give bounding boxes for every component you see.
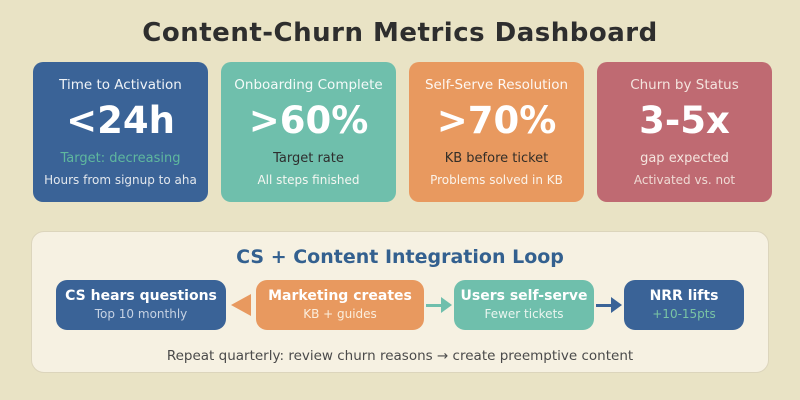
arrow-stem (596, 303, 611, 307)
arrow-head (611, 297, 622, 313)
metric-value: >70% (436, 99, 557, 142)
flow-step-users-self-serve: Users self-serve Fewer tickets (454, 280, 594, 330)
metric-target: gap expected (640, 150, 729, 166)
metric-title: Onboarding Complete (234, 77, 383, 93)
arrow-right-icon (594, 280, 624, 330)
flow-step-title: Marketing creates (268, 288, 412, 304)
arrow-left-triangle (231, 294, 251, 316)
metric-value: 3-5x (639, 99, 730, 142)
arrow-right-icon (424, 280, 454, 330)
arrow-stem (426, 303, 441, 307)
arrow-right-teal (426, 297, 452, 313)
page-title: Content-Churn Metrics Dashboard (142, 18, 658, 48)
metric-card-churn-by-status: Churn by Status 3-5x gap expected Activa… (597, 62, 772, 202)
flow-step-title: CS hears questions (65, 288, 217, 304)
flow-step-subtitle: +10-15pts (652, 307, 716, 321)
loop-note: Repeat quarterly: review churn reasons →… (166, 348, 634, 364)
metric-target: Target rate (273, 150, 344, 166)
metric-target: Target: decreasing (60, 150, 181, 166)
metric-description: Activated vs. not (633, 172, 736, 187)
flow-step-title: Users self-serve (460, 288, 588, 304)
arrow-right-blue (596, 297, 622, 313)
metric-description: Problems solved in KB (430, 172, 563, 187)
flow-row: CS hears questions Top 10 monthly Market… (32, 280, 768, 330)
metric-target: KB before ticket (444, 150, 549, 166)
flow-step-cs-hears-questions: CS hears questions Top 10 monthly (56, 280, 226, 330)
flow-step-marketing-creates: Marketing creates KB + guides (256, 280, 424, 330)
arrow-left-icon (226, 280, 256, 330)
metric-card-onboarding-complete: Onboarding Complete >60% Target rate All… (221, 62, 396, 202)
metric-value: <24h (66, 99, 175, 142)
metric-title: Self-Serve Resolution (424, 77, 569, 93)
flow-step-subtitle: KB + guides (303, 307, 377, 321)
loop-title: CS + Content Integration Loop (236, 246, 564, 268)
metric-title: Churn by Status (630, 77, 739, 93)
metric-card-time-to-activation: Time to Activation <24h Target: decreasi… (33, 62, 208, 202)
metric-value: >60% (248, 99, 369, 142)
flow-step-subtitle: Top 10 monthly (94, 307, 188, 321)
metric-description: All steps finished (257, 172, 360, 187)
flow-step-subtitle: Fewer tickets (484, 307, 564, 321)
metric-title: Time to Activation (59, 77, 182, 93)
flow-step-title: NRR lifts (649, 288, 719, 304)
arrow-head (441, 297, 452, 313)
metric-cards-row: Time to Activation <24h Target: decreasi… (33, 62, 773, 202)
metric-card-self-serve-resolution: Self-Serve Resolution >70% KB before tic… (409, 62, 584, 202)
flow-step-nrr-lifts: NRR lifts +10-15pts (624, 280, 744, 330)
metric-description: Hours from signup to aha (44, 172, 197, 187)
integration-loop-panel: CS + Content Integration Loop CS hears q… (31, 231, 769, 373)
